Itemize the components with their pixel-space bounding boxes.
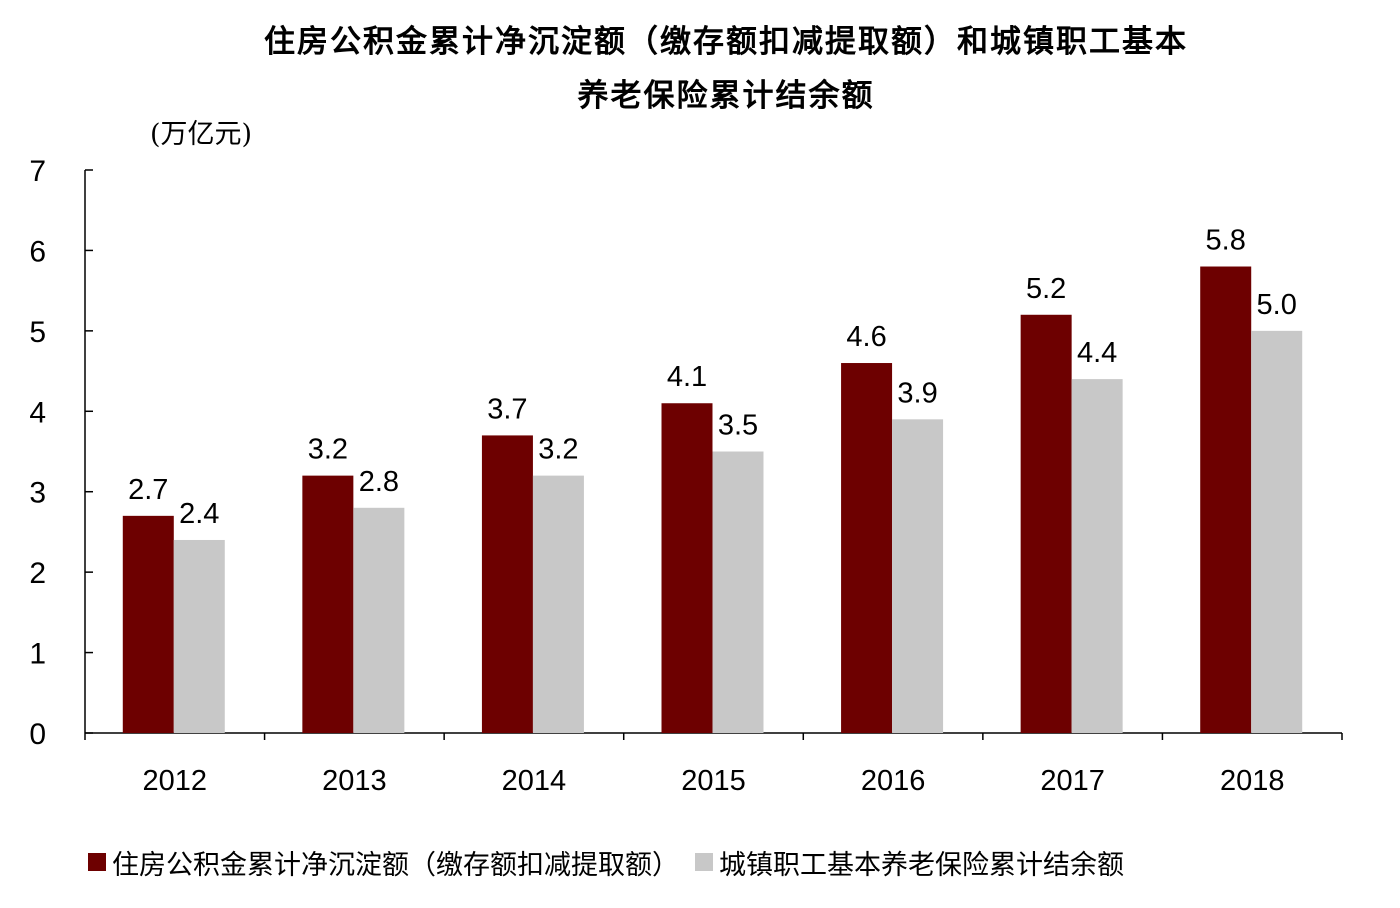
data-label-pension: 3.5 [718,410,758,442]
bar-housing-fund [661,403,713,733]
bar-housing-fund [122,515,174,733]
bar-housing-fund [841,363,893,733]
x-tick-label: 2012 [143,765,208,797]
x-tick-label: 2013 [322,765,387,797]
bar-housing-fund [302,475,354,733]
x-tick-label: 2016 [861,765,926,797]
y-tick-label: 7 [29,155,46,188]
data-label-housing-fund: 3.2 [308,434,348,466]
data-label-pension: 5.0 [1257,289,1297,321]
data-label-housing-fund: 4.6 [846,321,886,353]
y-tick-label: 5 [29,316,46,349]
bar-housing-fund [1020,314,1072,733]
data-label-housing-fund: 5.8 [1206,225,1246,257]
y-tick-label: 4 [29,396,46,429]
y-tick-label: 1 [29,638,46,671]
legend-swatch-housing-fund [88,853,106,871]
data-label-pension: 4.4 [1077,337,1117,369]
bar-housing-fund [481,435,533,733]
bar-pension [353,507,405,733]
y-axis-unit-label: (万亿元) [150,119,253,150]
chart-title-line-1: 住房公积金累计净沉淀额（缴存额扣减提取额）和城镇职工基本 [264,24,1188,60]
y-tick-label: 3 [29,477,46,510]
chart-title-line-2: 养老保险累计结余额 [577,78,875,114]
x-tick-label: 2017 [1040,765,1105,797]
y-tick-label: 2 [29,557,46,590]
legend-item-housing-fund: 住房公积金累计净沉淀额（缴存额扣减提取额） [88,843,679,882]
legend-label-housing-fund: 住房公积金累计净沉淀额（缴存额扣减提取额） [112,849,679,881]
bar-pension [1071,379,1123,733]
data-label-housing-fund: 5.2 [1026,273,1066,305]
data-label-pension: 3.9 [897,377,937,409]
legend-item-pension: 城镇职工基本养老保险累计结余额 [695,843,1124,882]
bar-pension [712,451,764,733]
data-label-housing-fund: 3.7 [487,393,527,425]
y-tick-label: 6 [29,235,46,268]
x-tick-label: 2018 [1220,765,1285,797]
legend-label-pension: 城镇职工基本养老保险累计结余额 [719,849,1124,881]
y-tick-label: 0 [29,718,46,751]
legend: 住房公积金累计净沉淀额（缴存额扣减提取额） 城镇职工基本养老保险累计结余额 [88,842,1140,882]
data-label-pension: 2.4 [179,498,219,530]
data-label-housing-fund: 2.7 [128,474,168,506]
bar-pension [532,475,584,733]
bar-housing-fund [1200,266,1252,733]
data-label-pension: 3.2 [538,434,578,466]
x-tick-label: 2015 [681,765,746,797]
data-label-pension: 2.8 [359,466,399,498]
legend-swatch-pension [695,853,713,871]
bar-pension [892,419,944,733]
x-tick-label: 2014 [502,765,567,797]
data-label-housing-fund: 4.1 [667,361,707,393]
bar-pension [1251,330,1303,733]
bar-pension [173,539,225,733]
